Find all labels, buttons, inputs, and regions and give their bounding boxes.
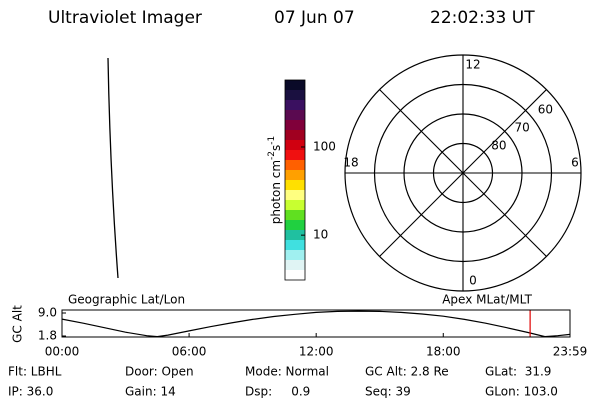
polar-ring-label: 80 [491, 139, 506, 153]
orbit-track [107, 57, 119, 279]
info-text: GC Alt: 2.8 Re [365, 365, 449, 379]
colorbar-band [285, 210, 305, 221]
info-text: Flt: LBHL [8, 365, 62, 379]
colorbar-band [285, 110, 305, 121]
y-tick-label: 9.0 [38, 306, 57, 320]
colorbar-band [285, 160, 305, 171]
polar-ring-label: 70 [515, 121, 530, 135]
left-label: Geographic Lat/Lon [68, 293, 185, 307]
x-tick-label: 12:00 [299, 345, 334, 359]
polar-ring-label: 60 [538, 102, 553, 116]
altitude-line [61, 310, 571, 338]
colorbar-band [285, 190, 305, 201]
info-text: GLat: 31.9 [485, 365, 551, 379]
date: 07 Jun 07 [274, 8, 355, 28]
polar-mlt-label: 6 [571, 156, 579, 170]
colorbar-label: photon cm-2s-1 [267, 136, 283, 225]
colorbar-band [285, 80, 305, 91]
colorbar-label-part: -1 [267, 136, 277, 145]
info-text: GLon: 103.0 [485, 385, 558, 399]
colorbar-label-part: photon cm [269, 160, 283, 224]
colorbar-band [285, 130, 305, 141]
colorbar-tick-label: 10 [313, 228, 328, 242]
colorbar-band [285, 230, 305, 241]
colorbar-label-part: -2 [267, 151, 277, 160]
colorbar-band [285, 270, 305, 281]
colorbar-band [285, 240, 305, 251]
x-tick-label: 06:00 [172, 345, 207, 359]
colorbar-band [285, 120, 305, 131]
x-tick-label: 00:00 [45, 345, 80, 359]
title: Ultraviolet Imager [48, 8, 202, 28]
polar-mlt-label: 18 [343, 156, 358, 170]
time: 22:02:33 UT [430, 8, 535, 28]
colorbar-tick-label: 100 [313, 139, 336, 153]
polar-mlt-label: 0 [469, 274, 477, 288]
right-label: Apex MLat/MLT [442, 293, 532, 307]
colorbar-band [285, 140, 305, 151]
info-text: Door: Open [125, 365, 194, 379]
y-axis-label: GC Alt [11, 305, 25, 343]
colorbar-band [285, 180, 305, 191]
info-text: IP: 36.0 [8, 385, 53, 399]
colorbar-band [285, 260, 305, 271]
colorbar-band [285, 220, 305, 231]
info-text: Mode: Normal [245, 365, 329, 379]
colorbar-band [285, 250, 305, 261]
colorbar-band [285, 200, 305, 211]
colorbar-label-part: s [269, 145, 283, 151]
polar-spoke [379, 89, 547, 257]
colorbar-band [285, 150, 305, 161]
info-text: Gain: 14 [125, 385, 176, 399]
polar-mlt-label: 12 [465, 58, 480, 72]
info-text: Dsp: 0.9 [245, 385, 310, 399]
x-tick-label: 23:59 [553, 345, 588, 359]
colorbar-band [285, 100, 305, 111]
plot-frame [61, 309, 571, 338]
info-text: Seq: 39 [365, 385, 411, 399]
x-tick-label: 18:00 [426, 345, 461, 359]
colorbar-band [285, 170, 305, 181]
colorbar-band [285, 90, 305, 101]
colorbar-frame [284, 79, 306, 281]
y-tick-label: 1.8 [38, 329, 57, 343]
